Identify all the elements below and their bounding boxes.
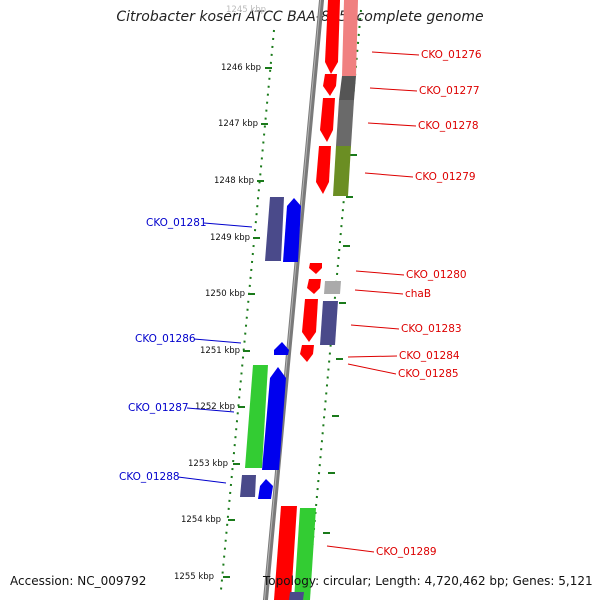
gene-CKO_01283-paired[interactable] — [320, 301, 338, 345]
kbp-label-1249: 1249 kbp — [210, 233, 250, 243]
gene-CKO_01288[interactable] — [258, 479, 273, 499]
label-CKO_01277[interactable]: CKO_01277 — [419, 85, 480, 97]
gene-CKO_01281[interactable] — [283, 198, 301, 262]
label-CKO_01276[interactable]: CKO_01276 — [421, 49, 482, 61]
label-CKO_01279[interactable]: CKO_01279 — [415, 171, 476, 183]
kbp-label-1251: 1251 kbp — [200, 346, 240, 356]
reverse-features — [240, 197, 304, 600]
label-CKO_01289[interactable]: CKO_01289 — [376, 546, 437, 558]
label-CKO_01286[interactable]: CKO_01286 — [135, 333, 196, 345]
label-CKO_01284[interactable]: CKO_01284 — [399, 350, 460, 362]
gene-CKO_01289[interactable] — [274, 506, 297, 600]
kbp-label-1253: 1253 kbp — [188, 459, 228, 469]
gene-CKO_01277[interactable] — [323, 74, 337, 96]
forward-label-lines — [326, 51, 420, 553]
gene-CKO_01276-paired[interactable] — [342, 0, 358, 76]
label-CKO_01288[interactable]: CKO_01288 — [119, 471, 180, 483]
forward-gene-labels: CKO_01276 CKO_01277 CKO_01278 CKO_01279 … — [376, 49, 482, 558]
reverse-label-lines — [177, 222, 253, 484]
label-CKO_01280[interactable]: CKO_01280 — [406, 269, 467, 281]
kbp-label-1252: 1252 kbp — [195, 402, 235, 412]
gene-CKO_01278-paired[interactable] — [336, 100, 354, 146]
gene-CKO_01289-paired[interactable] — [294, 508, 316, 600]
kbp-label-1247: 1247 kbp — [218, 119, 258, 129]
gene-bottom-navy[interactable] — [289, 592, 304, 600]
gene-CKO_01287-paired[interactable] — [245, 365, 268, 468]
gene-CKO_01287[interactable] — [262, 367, 286, 470]
reverse-gene-labels: CKO_01281 CKO_01286 CKO_01287 CKO_01288 — [119, 217, 207, 483]
topology-text: Topology: circular; Length: 4,720,462 bp… — [263, 574, 593, 588]
gene-CKO_01279-paired[interactable] — [333, 146, 351, 196]
accession-text: Accession: NC_009792 — [10, 574, 147, 588]
gene-CKO_01284[interactable] — [300, 345, 314, 362]
gene-CKO_01280[interactable] — [309, 263, 322, 274]
label-CKO_01283[interactable]: CKO_01283 — [401, 323, 462, 335]
kbp-label-1248: 1248 kbp — [214, 176, 254, 186]
gene-chaB[interactable] — [324, 281, 341, 294]
gene-CKO_01283[interactable] — [302, 299, 318, 342]
forward-features — [274, 0, 358, 600]
map-title: Citrobacter koseri ATCC BAA-895, complet… — [116, 9, 484, 25]
kbp-labels: 1245 kbp 1246 kbp 1247 kbp 1248 kbp 1249… — [174, 5, 266, 582]
label-CKO_01281[interactable]: CKO_01281 — [146, 217, 207, 229]
label-CKO_01287[interactable]: CKO_01287 — [128, 402, 189, 414]
kbp-ticks — [223, 67, 357, 578]
kbp-label-1250: 1250 kbp — [205, 289, 245, 299]
label-CKO_01278[interactable]: CKO_01278 — [418, 120, 479, 132]
genome-backbone — [262, 0, 325, 600]
gene-CKO_01279[interactable] — [316, 146, 331, 194]
kbp-label-1254: 1254 kbp — [181, 515, 221, 525]
gene-CKO_01276[interactable] — [325, 0, 340, 74]
left-tick-track — [220, 29, 275, 591]
gene-CKO_01288-paired[interactable] — [240, 475, 256, 497]
gene-chaB-pre[interactable] — [307, 279, 321, 294]
gene-CKO_01278[interactable] — [320, 98, 335, 142]
kbp-label-1255: 1255 kbp — [174, 572, 214, 582]
kbp-label-1246: 1246 kbp — [221, 63, 261, 73]
kbp-label-1245: 1245 kbp — [226, 5, 266, 15]
gene-CKO_01281-paired[interactable] — [265, 197, 284, 261]
label-chaB[interactable]: chaB — [405, 288, 431, 300]
gene-CKO_01277-paired[interactable] — [339, 76, 356, 100]
gene-CKO_01286[interactable] — [274, 342, 289, 355]
label-CKO_01285[interactable]: CKO_01285 — [398, 368, 459, 380]
